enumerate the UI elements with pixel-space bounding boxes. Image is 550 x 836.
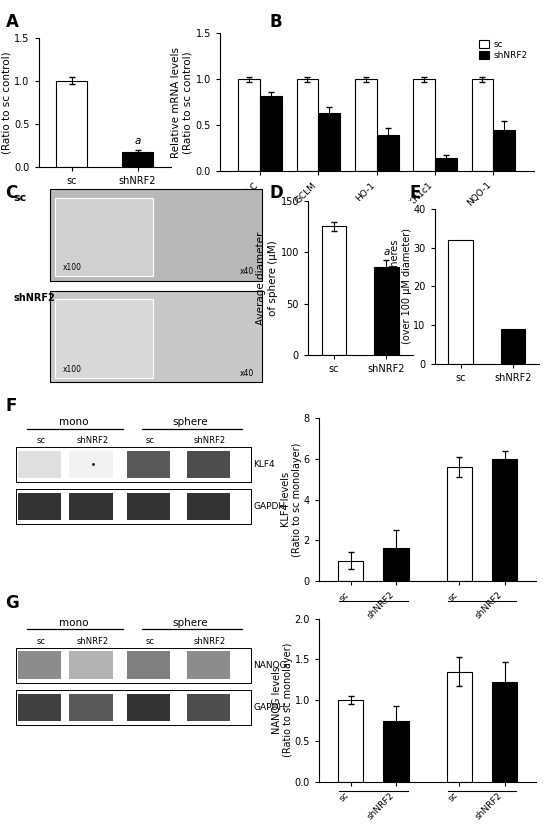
Text: sc: sc	[36, 636, 46, 645]
Bar	[448, 240, 473, 364]
Text: mono: mono	[360, 633, 387, 643]
Legend: sc, shNRF2: sc, shNRF2	[477, 38, 529, 62]
Text: sphere: sphere	[173, 618, 208, 628]
Text: a: a	[383, 247, 389, 257]
Text: G: G	[6, 594, 19, 612]
Text: mono: mono	[59, 618, 89, 628]
Bar	[338, 561, 364, 581]
Bar	[18, 451, 61, 478]
Bar	[50, 291, 262, 382]
Bar	[55, 197, 153, 277]
Y-axis label: Average diameter
of sphere (μM): Average diameter of sphere (μM)	[256, 232, 278, 324]
Bar	[493, 130, 515, 171]
Text: B: B	[270, 13, 282, 31]
Bar	[318, 113, 340, 171]
Bar	[383, 721, 409, 782]
Bar	[69, 451, 113, 478]
Bar	[16, 447, 250, 482]
Bar	[435, 157, 457, 171]
Text: x40: x40	[240, 369, 254, 378]
Bar	[500, 329, 525, 364]
Y-axis label: KLF4 levels
(Ratio to sc monolayer): KLF4 levels (Ratio to sc monolayer)	[280, 442, 302, 557]
Text: shNRF2: shNRF2	[76, 636, 109, 645]
Bar	[16, 690, 250, 725]
Bar	[126, 694, 170, 721]
Bar	[338, 700, 364, 782]
Bar	[69, 493, 113, 521]
Bar	[18, 493, 61, 521]
Bar	[447, 671, 472, 782]
Bar	[186, 694, 230, 721]
Text: F: F	[6, 397, 17, 415]
Text: shNRF2: shNRF2	[14, 293, 56, 303]
Text: sc: sc	[14, 193, 27, 203]
Bar	[377, 135, 399, 171]
Bar	[69, 651, 113, 679]
Bar	[492, 682, 517, 782]
Text: D: D	[270, 184, 283, 202]
Text: shNRF2: shNRF2	[194, 436, 226, 445]
Bar	[374, 267, 399, 355]
Bar	[69, 694, 113, 721]
Text: C: C	[6, 184, 18, 202]
Text: sphere: sphere	[465, 633, 499, 643]
Text: x40: x40	[240, 268, 254, 277]
Bar	[122, 151, 153, 167]
Text: sc: sc	[145, 636, 155, 645]
Bar	[322, 227, 346, 355]
Text: NANOG: NANOG	[253, 660, 287, 670]
Text: a: a	[134, 135, 141, 145]
Text: shNRF2: shNRF2	[194, 636, 226, 645]
Text: shNRF2: shNRF2	[76, 436, 109, 445]
Text: x100: x100	[63, 263, 82, 273]
Y-axis label: Relative mRNA levels
(Ratio to sc control): Relative mRNA levels (Ratio to sc contro…	[171, 47, 193, 158]
Bar	[18, 694, 61, 721]
Bar	[50, 189, 262, 281]
Bar	[260, 96, 282, 171]
Text: sphere: sphere	[173, 417, 208, 427]
Bar	[16, 648, 250, 682]
Bar	[186, 651, 230, 679]
Bar	[18, 651, 61, 679]
Bar	[492, 459, 517, 581]
Bar	[126, 451, 170, 478]
Bar	[16, 489, 250, 524]
Bar	[413, 79, 435, 171]
Bar	[126, 651, 170, 679]
Bar	[56, 81, 87, 167]
Text: GAPDH: GAPDH	[253, 502, 285, 511]
Y-axis label: Number of spheres
(over 100 μM diameter): Number of spheres (over 100 μM diameter)	[390, 228, 412, 344]
Bar	[383, 548, 409, 581]
Text: KLF4: KLF4	[253, 460, 275, 469]
Bar	[186, 493, 230, 521]
Text: E: E	[410, 184, 421, 202]
Bar	[447, 466, 472, 581]
Bar	[355, 79, 377, 171]
Bar	[126, 493, 170, 521]
Bar	[238, 79, 260, 171]
Bar	[471, 79, 493, 171]
Text: x100: x100	[63, 364, 82, 374]
Text: mono: mono	[59, 417, 89, 427]
Text: GAPDH: GAPDH	[253, 703, 285, 711]
Text: sc: sc	[145, 436, 155, 445]
Text: sc: sc	[36, 436, 46, 445]
Bar	[55, 299, 153, 378]
Bar	[186, 451, 230, 478]
Y-axis label: ARE activity
(Ratio to sc control): ARE activity (Ratio to sc control)	[0, 51, 12, 154]
Bar	[296, 79, 318, 171]
Text: A: A	[6, 13, 18, 31]
Y-axis label: NANOG levels
(Ratio to sc monolayer): NANOG levels (Ratio to sc monolayer)	[272, 643, 293, 757]
